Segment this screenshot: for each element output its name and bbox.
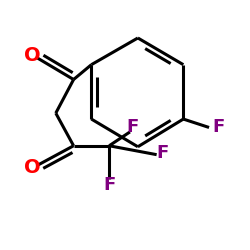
Text: F: F xyxy=(126,118,138,136)
Text: F: F xyxy=(103,176,115,194)
Text: O: O xyxy=(24,158,40,177)
Text: O: O xyxy=(24,46,40,65)
Text: F: F xyxy=(212,118,224,136)
Text: F: F xyxy=(157,144,169,162)
